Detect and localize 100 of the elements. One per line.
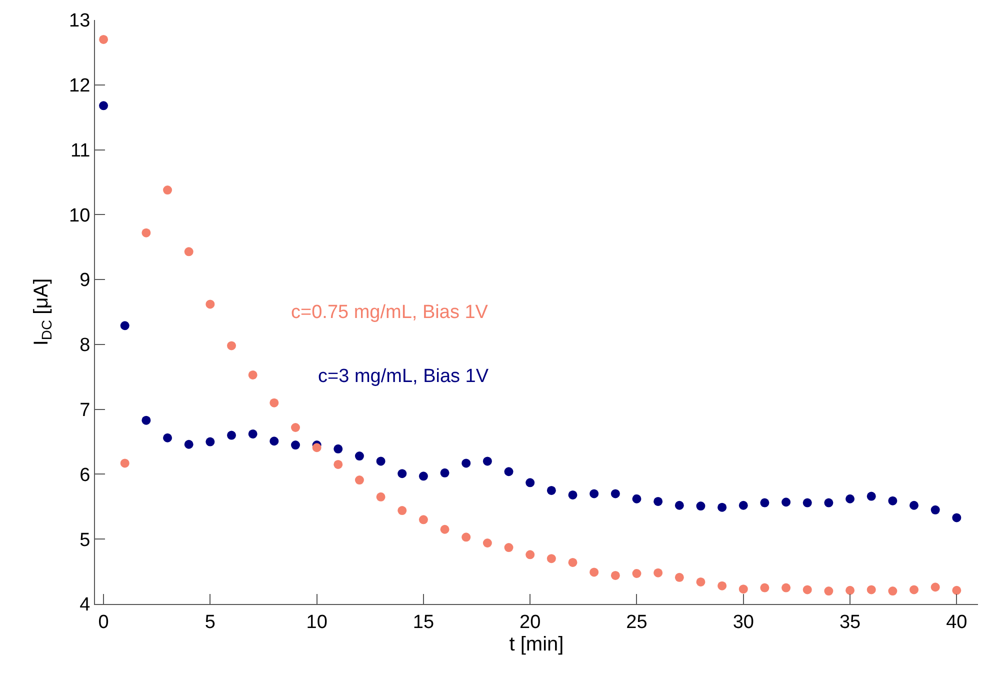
point — [248, 370, 258, 380]
x-tick-label: 20 — [520, 612, 541, 633]
point — [546, 554, 556, 564]
point — [290, 440, 300, 450]
point — [802, 585, 812, 594]
point — [930, 505, 940, 514]
point — [418, 515, 428, 524]
point — [910, 500, 919, 510]
point — [376, 456, 386, 466]
x-tick-label: 5 — [204, 612, 216, 633]
point — [718, 581, 727, 590]
point — [376, 492, 386, 502]
point — [674, 500, 684, 510]
point — [163, 433, 172, 442]
point — [526, 478, 535, 488]
point — [738, 500, 748, 510]
x-tick-label: 15 — [412, 612, 434, 633]
point — [610, 489, 620, 498]
x-tick-label: 0 — [98, 612, 109, 633]
point — [846, 586, 855, 595]
point — [142, 416, 151, 425]
point — [866, 492, 876, 501]
point — [546, 486, 556, 495]
y-tick-label: 7 — [80, 400, 90, 421]
y-tick-label: 4 — [80, 594, 91, 616]
point — [696, 577, 706, 586]
point — [227, 430, 236, 440]
point — [846, 494, 855, 504]
point — [590, 489, 599, 498]
point — [184, 247, 194, 256]
point — [782, 498, 791, 507]
point — [718, 502, 727, 512]
text: c=0.75 mg/mL, Bias 1V — [291, 302, 488, 323]
point — [462, 532, 471, 542]
point — [270, 398, 279, 408]
point — [568, 558, 578, 567]
x-tick-label: 35 — [839, 612, 861, 633]
point — [440, 468, 450, 478]
point — [418, 472, 428, 481]
point — [120, 458, 130, 468]
point — [206, 300, 215, 309]
point — [270, 436, 279, 446]
x-tick-label: 40 — [946, 612, 968, 633]
point — [760, 498, 770, 508]
point — [482, 456, 492, 466]
point — [184, 440, 194, 449]
point — [866, 585, 876, 594]
point — [312, 443, 322, 452]
text: c=3 mg/mL, Bias 1V — [318, 366, 489, 387]
point — [99, 34, 108, 44]
point — [482, 538, 492, 548]
x-tick-label: 25 — [626, 612, 648, 633]
point — [206, 437, 215, 446]
x-tick-label: 10 — [306, 612, 328, 633]
y-tick-label: 9 — [80, 270, 90, 292]
point — [654, 496, 663, 506]
point — [120, 321, 130, 330]
point — [760, 583, 770, 592]
y-tick-label: 12 — [69, 76, 90, 97]
point — [504, 543, 514, 552]
point — [462, 458, 471, 468]
point — [334, 460, 343, 469]
point — [398, 506, 407, 516]
y-tick-label: 8 — [80, 335, 90, 356]
point — [824, 498, 834, 508]
point — [99, 101, 108, 110]
point — [334, 444, 343, 454]
point — [163, 186, 172, 195]
y-tick-label: 11 — [70, 140, 90, 162]
point — [654, 568, 663, 578]
point — [696, 502, 706, 511]
point — [824, 586, 834, 596]
point — [632, 494, 642, 504]
point — [440, 524, 450, 534]
point — [632, 569, 642, 578]
point — [782, 583, 791, 592]
point — [610, 570, 620, 580]
point — [888, 496, 898, 506]
y-tick-label: 6 — [80, 464, 90, 486]
y-tick-label: 10 — [69, 205, 90, 226]
point — [590, 568, 599, 577]
point — [398, 469, 407, 478]
point — [290, 423, 300, 432]
point — [888, 586, 898, 596]
point — [802, 498, 812, 508]
y-tick-label: 5 — [80, 530, 90, 551]
point — [910, 585, 919, 594]
point — [354, 476, 364, 485]
x-tick-label: 30 — [732, 612, 754, 633]
point — [142, 228, 151, 238]
point — [952, 513, 962, 522]
point — [504, 467, 514, 476]
point — [738, 584, 748, 594]
point — [248, 429, 258, 438]
point — [930, 582, 940, 592]
x-axis-title: t [min] — [509, 633, 564, 656]
point — [227, 341, 236, 350]
y-tick-label: 13 — [69, 10, 90, 32]
point — [952, 586, 962, 595]
point — [674, 572, 684, 582]
